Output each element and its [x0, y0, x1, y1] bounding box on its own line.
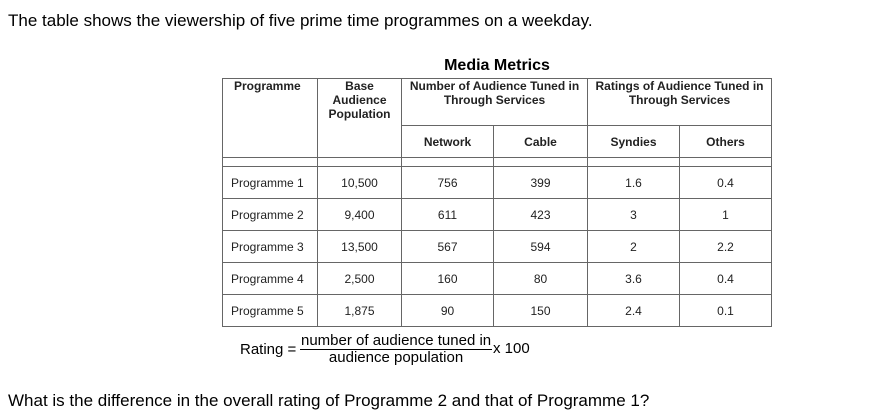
table-row: Programme 2 9,400 611 423 3 1 [222, 198, 773, 231]
question-text: What is the difference in the overall ra… [8, 391, 650, 410]
formula-numerator: number of audience tuned in [300, 332, 493, 350]
cell-cable: 594 [493, 230, 588, 263]
media-metrics-table: Programme Base Audience Population Numbe… [222, 78, 773, 327]
cell-programme: Programme 2 [222, 198, 318, 231]
table-row: Programme 3 13,500 567 594 2 2.2 [222, 230, 773, 263]
cell-base: 2,500 [317, 262, 402, 295]
header-base-label: Base Audience Population [328, 79, 391, 121]
header-others: Others [678, 125, 773, 158]
header-cable: Cable [493, 125, 588, 158]
cell-syndies: 3.6 [587, 262, 680, 295]
cell-programme: Programme 3 [222, 230, 318, 263]
formula-multiplier: x 100 [493, 340, 530, 357]
cell-base: 13,500 [317, 230, 402, 263]
cell-base: 9,400 [317, 198, 402, 231]
header-programme: Programme [222, 78, 318, 158]
cell-others: 0.1 [678, 294, 773, 327]
header-base-population: Base Audience Population [317, 78, 402, 158]
cell-others: 2.2 [678, 230, 773, 263]
cell-cable: 423 [493, 198, 588, 231]
cell-base: 10,500 [317, 166, 402, 199]
header-network: Network [401, 125, 494, 158]
formula-denominator: audience population [328, 349, 464, 366]
table-row: Programme 4 2,500 160 80 3.6 0.4 [222, 262, 773, 295]
intro-text: The table shows the viewership of five p… [8, 11, 593, 30]
cell-programme: Programme 4 [222, 262, 318, 295]
cell-syndies: 1.6 [587, 166, 680, 199]
table-body: Programme 1 10,500 756 399 1.6 0.4 Programme 2… [222, 157, 773, 327]
cell-cable: 399 [493, 166, 588, 199]
cell-cable: 80 [493, 262, 588, 295]
cell-syndies: 3 [587, 198, 680, 231]
cell-programme: Programme 5 [222, 294, 318, 327]
cell-network: 160 [401, 262, 494, 295]
cell-syndies: 2.4 [587, 294, 680, 327]
cell-network: 567 [401, 230, 494, 263]
cell-base: 1,875 [317, 294, 402, 327]
table-row: Programme 5 1,875 90 150 2.4 0.1 [222, 294, 773, 327]
cell-network: 756 [401, 166, 494, 199]
table-title: Media Metrics [444, 57, 550, 74]
cell-others: 0.4 [678, 166, 773, 199]
header-ratings: Ratings of Audience Tuned in Through Ser… [586, 78, 773, 126]
formula-fraction: number of audience tuned in audience pop… [300, 332, 493, 366]
cell-network: 611 [401, 198, 494, 231]
cell-programme: Programme 1 [222, 166, 318, 199]
cell-cable: 150 [493, 294, 588, 327]
cell-syndies: 2 [587, 230, 680, 263]
formula-label: Rating = [240, 341, 297, 358]
cell-network: 90 [401, 294, 494, 327]
cell-others: 1 [678, 198, 773, 231]
table-row: Programme 1 10,500 756 399 1.6 0.4 [222, 166, 773, 199]
cell-others: 0.4 [678, 262, 773, 295]
header-spacer-row [222, 157, 773, 167]
header-audience-tuned: Number of Audience Tuned in Through Serv… [401, 78, 588, 126]
header-syndies: Syndies [587, 125, 680, 158]
